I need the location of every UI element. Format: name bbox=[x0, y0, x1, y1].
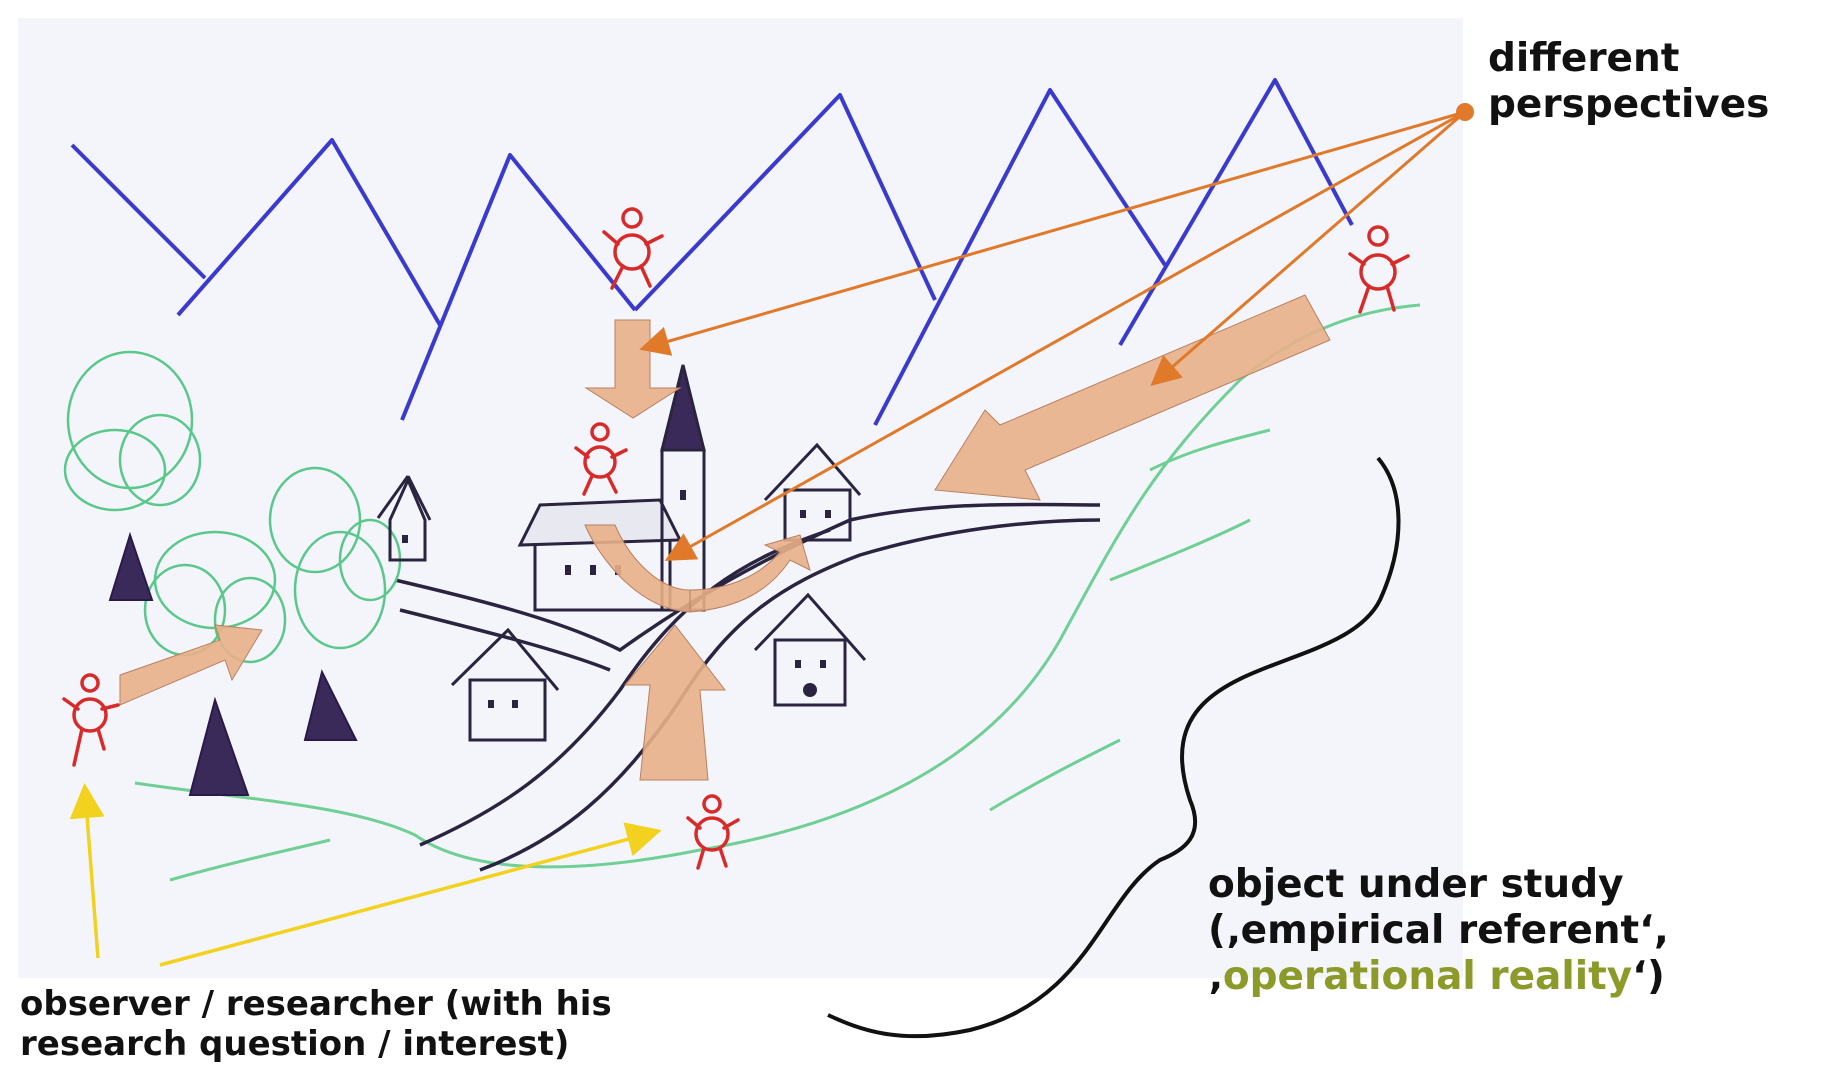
house-windows bbox=[402, 490, 831, 708]
conifer-trees bbox=[108, 531, 358, 796]
observer-line-2: research question / interest) bbox=[20, 1024, 570, 1065]
perspective-arrows bbox=[639, 110, 1466, 561]
different-perspectives-label: different perspectives bbox=[1488, 36, 1769, 128]
perspectives-line-2: perspectives bbox=[1488, 82, 1770, 128]
operational-reality-highlight: operational reality bbox=[1222, 954, 1633, 1000]
object-line-3-suffix: ‘) bbox=[1632, 954, 1665, 1000]
figure-mountain-top bbox=[602, 207, 664, 290]
houses bbox=[376, 364, 867, 742]
mountains bbox=[70, 78, 1354, 426]
object-line-1: object under study bbox=[1208, 862, 1624, 907]
stick-figures bbox=[62, 207, 1410, 870]
object-line-3: ‚operational reality‘) bbox=[1208, 954, 1669, 1000]
figure-church bbox=[574, 422, 628, 496]
paper-background bbox=[18, 18, 1463, 978]
arrow-from-right bbox=[934, 294, 1331, 501]
curly-brace bbox=[827, 456, 1401, 1039]
figure-right-hill bbox=[1348, 225, 1410, 314]
object-line-3-prefix: ‚ bbox=[1208, 954, 1223, 1000]
observer-line-1: observer / researcher (with his bbox=[20, 984, 612, 1024]
figure-observer bbox=[62, 673, 120, 767]
arrow-from-left bbox=[119, 624, 263, 706]
perspectives-line-1: different bbox=[1488, 36, 1680, 81]
perspectives-dot bbox=[1456, 103, 1474, 121]
arrow-from-bottom bbox=[623, 624, 727, 781]
hill-lines bbox=[134, 303, 1421, 882]
object-under-study-label: object under study (‚empirical referent‘… bbox=[1208, 862, 1669, 1000]
object-line-2: (‚empirical referent‘, bbox=[1208, 908, 1669, 954]
observer-arrows bbox=[69, 783, 662, 967]
figure-bottom bbox=[686, 794, 740, 870]
observer-researcher-label: observer / researcher (with his research… bbox=[20, 984, 612, 1064]
arrow-curve-right bbox=[689, 534, 811, 613]
focus-arrows bbox=[119, 294, 1331, 781]
